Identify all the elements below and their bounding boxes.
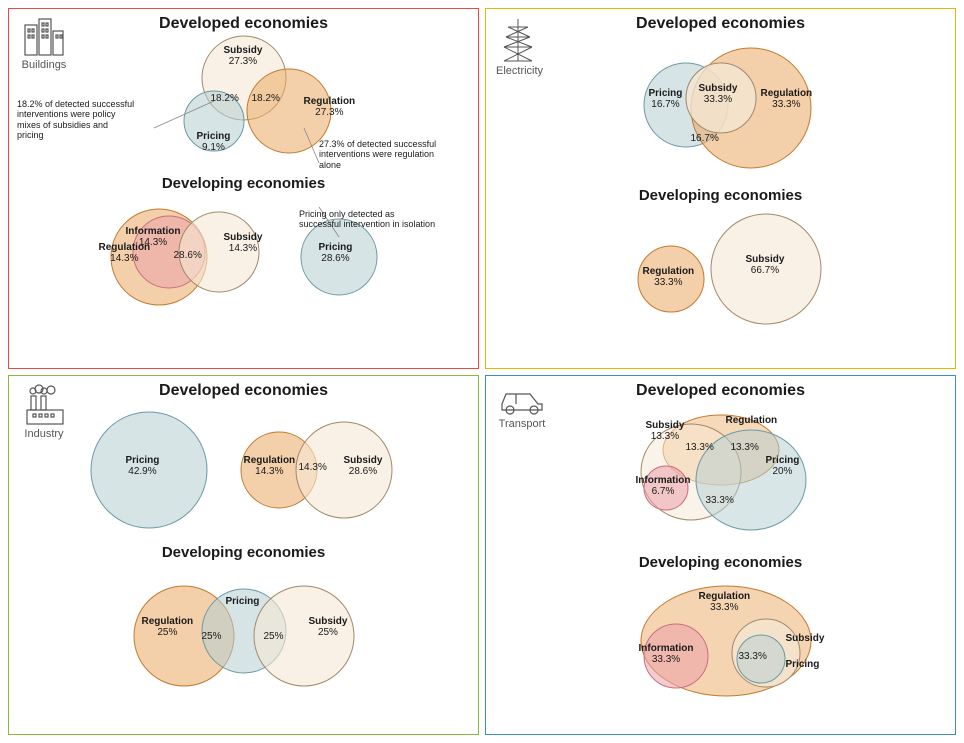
electricity-label: Electricity bbox=[496, 65, 543, 77]
panel-buildings: Buildings Developed economies Subsidy27.… bbox=[8, 8, 479, 369]
industry-dev-title: Developed economies bbox=[9, 382, 478, 400]
buildings-dev-title: Developed economies bbox=[9, 15, 478, 33]
buildings-annotation-left: 18.2% of detected successful interventio… bbox=[17, 99, 137, 140]
panel-electricity: Electricity Developed economies Pricing1… bbox=[485, 8, 956, 369]
electricity-developing-title: Developing economies bbox=[486, 187, 955, 204]
electricity-icon: Electricity bbox=[496, 17, 543, 77]
buildings-label: Buildings bbox=[22, 59, 67, 71]
transport-developing-title: Developing economies bbox=[486, 554, 955, 571]
buildings-developing-annotation: Pricing only detected as successful inte… bbox=[299, 209, 439, 230]
electricity-developing-venn: Regulation33.3% Subsidy66.7% bbox=[581, 204, 861, 334]
buildings-annotation-right: 27.3% of detected successful interventio… bbox=[319, 139, 439, 170]
buildings-developing-title: Developing economies bbox=[9, 175, 478, 192]
electricity-developed-venn: Pricing16.7% Subsidy33.3% Regulation33.3… bbox=[581, 33, 861, 183]
industry-developing-venn: Regulation25% Pricing 25% 25% Subsidy25% bbox=[74, 561, 414, 701]
panel-transport: Transport Developed economies Subsidy13.… bbox=[485, 375, 956, 736]
buildings-icon: Buildings bbox=[19, 17, 69, 71]
industry-developing-title: Developing economies bbox=[9, 544, 478, 561]
transport-label: Transport bbox=[499, 418, 546, 430]
transport-developing-venn: Regulation33.3% Information33.3% Subsidy… bbox=[581, 571, 861, 711]
panel-industry: Industry Developed economies Pricing42.9… bbox=[8, 375, 479, 736]
panel-grid: Buildings Developed economies Subsidy27.… bbox=[8, 8, 956, 735]
transport-dev-title: Developed economies bbox=[486, 382, 955, 400]
transport-icon: Transport bbox=[496, 384, 548, 430]
transport-developed-venn: Subsidy13.3% Regulation Pricing20% Infor… bbox=[581, 400, 861, 550]
industry-developed-venn: Pricing42.9% Regulation14.3% 14.3% Subsi… bbox=[54, 400, 434, 540]
electricity-dev-title: Developed economies bbox=[486, 15, 955, 33]
